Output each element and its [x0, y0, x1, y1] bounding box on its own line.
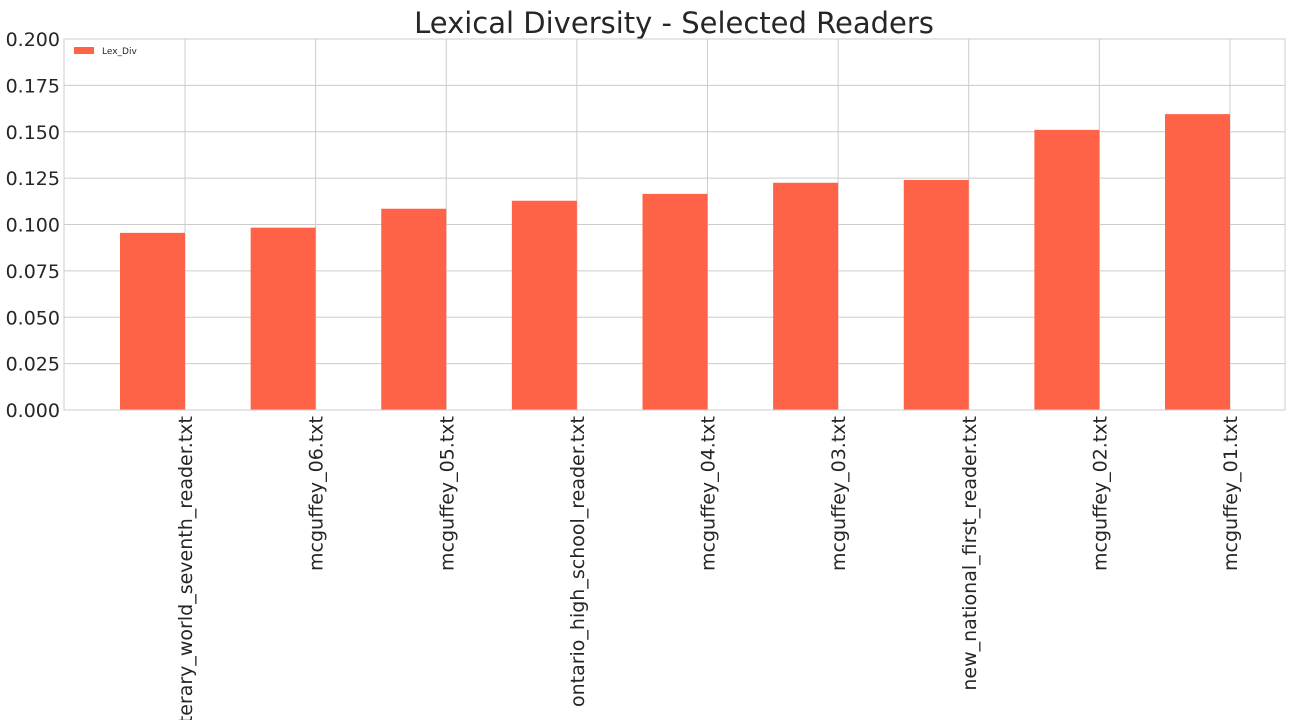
bar-new-national-first-reader-txt — [903, 179, 969, 410]
y-tick-label: 0.000 — [6, 400, 60, 422]
legend-swatch-lex-div — [74, 47, 94, 54]
y-tick-label: 0.150 — [6, 122, 60, 144]
bar-mcguffey-05-txt — [381, 208, 447, 410]
x-tick-label: mcguffey_01.txt — [1220, 416, 1242, 571]
legend-label-lex-div: Lex_Div — [102, 47, 137, 57]
y-tick-label: 0.050 — [6, 307, 60, 329]
y-tick-label: 0.100 — [6, 215, 60, 237]
x-tick-label: mcguffey_04.txt — [698, 416, 720, 571]
legend: Lex_Div — [74, 47, 137, 57]
bar-ontario-high-school-reader-txt — [511, 200, 577, 410]
chart-title: Lexical Diversity - Selected Readers — [414, 6, 934, 40]
bar-mcguffey-03-txt — [773, 182, 839, 410]
y-tick-labels: 0.000 0.025 0.050 0.075 0.100 0.125 0.150 0.175… — [6, 29, 60, 422]
bars — [120, 114, 1230, 410]
plot-frame — [63, 38, 1286, 411]
x-tick-label: literary_world_seventh_reader.txt — [175, 416, 197, 720]
x-tick-label: mcguffey_03.txt — [828, 416, 850, 571]
x-tick-label: mcguffey_02.txt — [1089, 416, 1111, 571]
bar-mcguffey-06-txt — [250, 227, 316, 410]
bar-mcguffey-01-txt — [1165, 114, 1230, 410]
x-tick-label: mcguffey_05.txt — [436, 416, 458, 571]
y-tick-label: 0.025 — [6, 354, 60, 376]
x-tick-label: new_national_first_reader.txt — [959, 416, 981, 691]
x-tick-label: ontario_high_school_reader.txt — [567, 416, 589, 707]
x-tick-labels: literary_world_seventh_reader.txt mcguffe… — [175, 416, 1242, 720]
bar-mcguffey-04-txt — [642, 193, 708, 410]
x-tick-label: mcguffey_06.txt — [306, 416, 328, 571]
y-tick-label: 0.175 — [6, 75, 60, 97]
y-tick-label: 0.200 — [6, 29, 60, 51]
bar-literary-world-seventh-reader-txt — [120, 232, 185, 410]
y-tick-label: 0.075 — [6, 261, 60, 283]
bar-mcguffey-02-txt — [1034, 129, 1100, 410]
y-tick-label: 0.125 — [6, 168, 60, 190]
